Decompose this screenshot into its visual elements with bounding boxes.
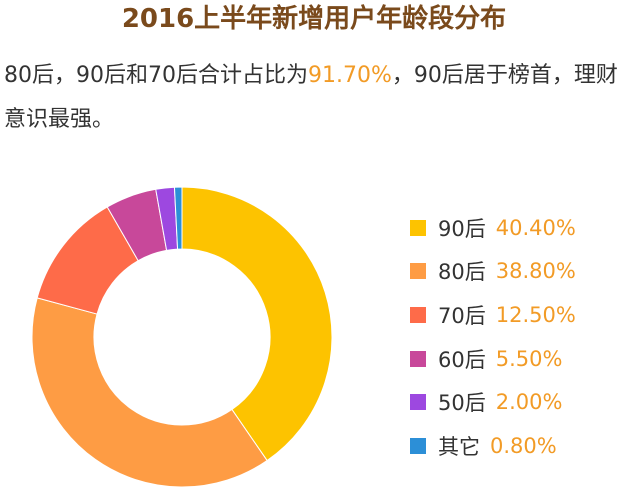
legend-item-5: 其它 0.80% [410, 424, 576, 468]
legend-swatch-3 [410, 350, 426, 367]
description-highlight: 91.70% [307, 63, 392, 88]
legend-label-1: 80后 [438, 260, 486, 285]
legend-item-0: 90后 40.40% [410, 206, 576, 250]
legend-label-3: 60后 [438, 347, 486, 372]
legend-swatch-5 [410, 437, 426, 454]
legend-label-2: 70后 [438, 303, 486, 328]
legend-label-0: 90后 [438, 216, 486, 241]
chart-legend: 90后 40.40% 80后 38.80% 70后 12.50% 60后 5.50% 50后 2.… [410, 206, 576, 468]
legend-swatch-1 [410, 263, 426, 280]
legend-label-4: 50后 [438, 391, 486, 416]
description-before: 80后，90后和70后合计占比为 [4, 63, 308, 88]
legend-value-1: 38.80% [495, 259, 576, 284]
description-after: ，90后居于榜首，理财意识最强。 [4, 63, 618, 132]
donut-slice-5 [173, 186, 183, 250]
donut-chart [31, 186, 333, 488]
legend-label-5: 其它 [438, 434, 480, 459]
legend-item-3: 60后 5.50% [410, 337, 576, 381]
legend-swatch-4 [410, 394, 426, 411]
chart-description: 80后，90后和70后合计占比为91.70%，90后居于榜首，理财意识最强。 [4, 54, 624, 142]
legend-item-1: 80后 38.80% [410, 250, 576, 294]
legend-swatch-2 [410, 306, 426, 323]
legend-value-5: 0.80% [490, 433, 557, 458]
legend-value-3: 5.50% [495, 346, 563, 371]
legend-value-2: 12.50% [495, 302, 576, 327]
legend-item-4: 50后 2.00% [410, 380, 576, 424]
chart-title: 2016上半年新增用户年龄段分布 [121, 4, 507, 34]
legend-value-4: 2.00% [495, 390, 563, 415]
donut-slice-1 [31, 297, 268, 488]
legend-swatch-0 [410, 219, 426, 236]
legend-item-2: 70后 12.50% [410, 293, 576, 337]
donut-slice-0 [181, 186, 333, 462]
legend-value-0: 40.40% [495, 215, 576, 240]
